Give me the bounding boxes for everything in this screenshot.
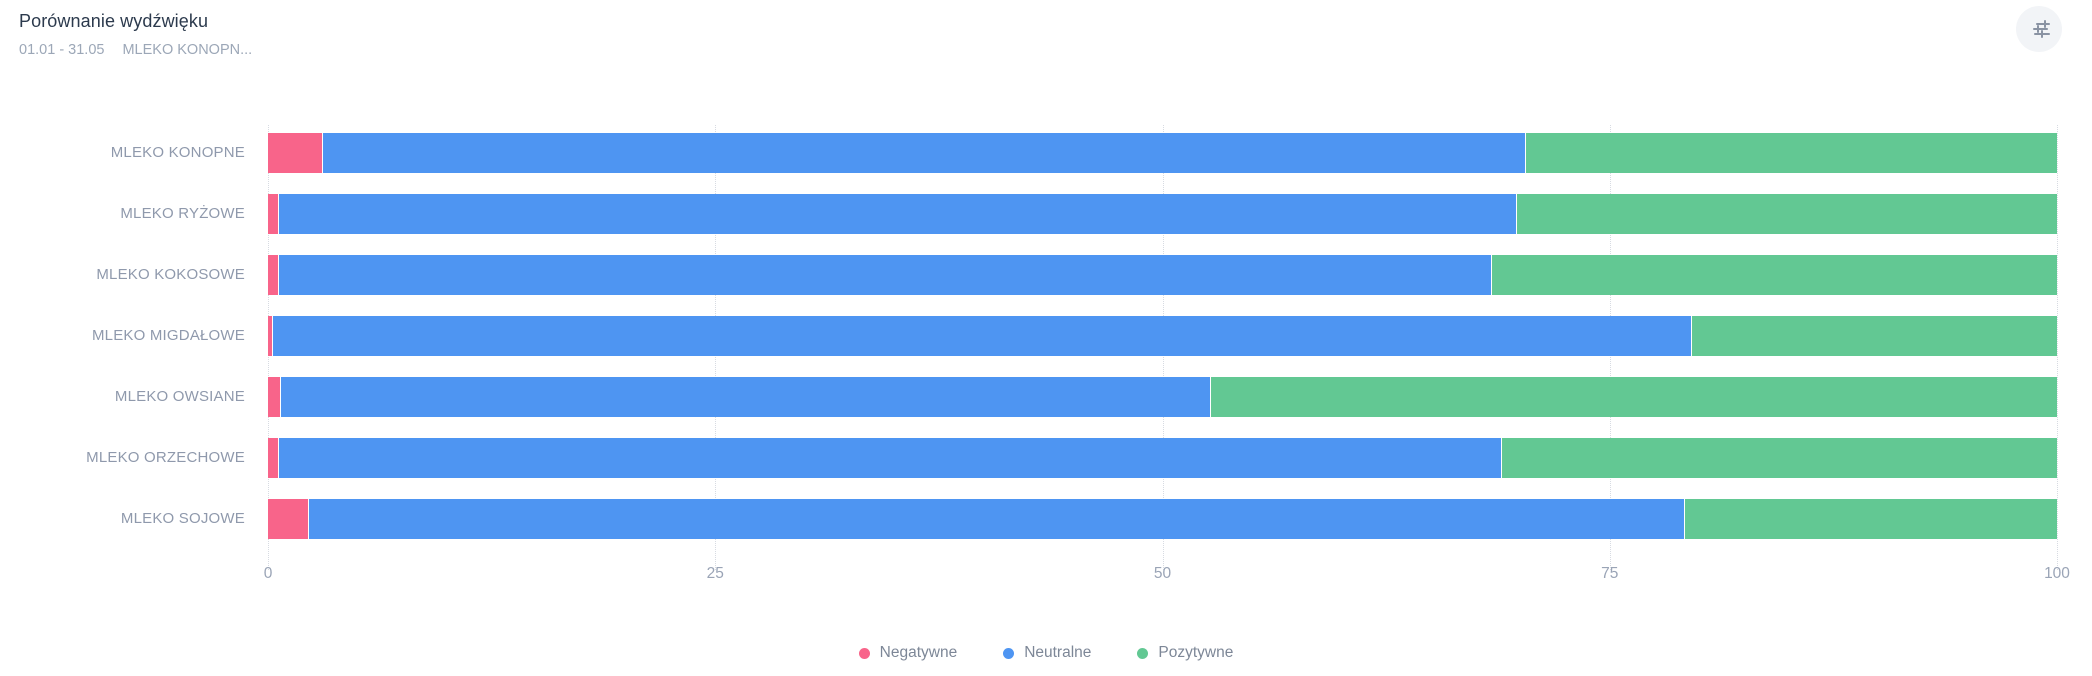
x-axis-tick-label: 100 (2044, 565, 2070, 582)
legend-label: Pozytywne (1158, 644, 1234, 661)
chart-settings-button[interactable] (2016, 6, 2062, 52)
bar-row: MLEKO KOKOSOWE (96, 255, 2057, 295)
bar-row: MLEKO RYŻOWE (120, 194, 2057, 234)
bar-row: MLEKO MIGDAŁOWE (92, 316, 2057, 356)
bar-row: MLEKO SOJOWE (121, 499, 2057, 539)
card-header: Porównanie wydźwięku 01.01 - 31.05 MLEKO… (19, 11, 252, 58)
bar-segment-neutralne[interactable] (273, 316, 1693, 356)
category-label: MLEKO KOKOSOWE (96, 266, 245, 283)
stacked-bar-chart: MLEKO KONOPNE MLEKO RYŻOWE MLEKO KOKOSOWE M… (86, 125, 2070, 603)
x-axis-tick-label: 0 (263, 565, 273, 582)
legend-label: Neutralne (1024, 644, 1092, 661)
bar-row: MLEKO ORZECHOWE (86, 438, 2057, 478)
legend-dot (858, 647, 870, 659)
bar-segment-pozytywne[interactable] (1502, 438, 2057, 478)
x-axis-tick-label: 25 (706, 565, 724, 582)
bar-segment-negatywne[interactable] (268, 316, 274, 356)
bar-segment-neutralne[interactable] (278, 194, 1517, 234)
legend-dot (1137, 647, 1149, 659)
chart-subtitle: 01.01 - 31.05 MLEKO KONOPN... (19, 42, 252, 58)
page-title: Porównanie wydźwięku (19, 11, 209, 31)
bar-segment-neutralne[interactable] (278, 255, 1492, 295)
category-label: MLEKO KONOPNE (110, 144, 245, 161)
bar-segment-negatywne[interactable] (268, 194, 279, 234)
gridline (2057, 125, 2058, 570)
bar-segment-negatywne[interactable] (268, 255, 279, 295)
legend-label: Negatywne (879, 644, 958, 661)
x-axis-tick-label: 50 (1153, 565, 1172, 582)
bar-segment-pozytywne[interactable] (1516, 194, 2057, 234)
chart-legend: Negatywne Neutralne Pozytywne (0, 644, 2092, 662)
category-label: MLEKO MIGDAŁOWE (91, 327, 245, 344)
bar-segment-neutralne[interactable] (323, 133, 1526, 173)
bar-segment-neutralne[interactable] (278, 438, 1503, 478)
bar-segment-pozytywne[interactable] (1692, 316, 2057, 356)
bar-segment-neutralne[interactable] (280, 377, 1211, 417)
category-label: MLEKO OWSIANE (114, 388, 245, 405)
legend-item-neutralne[interactable]: Neutralne (1003, 644, 1091, 662)
legend-dot (1003, 647, 1015, 659)
sliders-icon (2033, 20, 2050, 38)
bars-layer: MLEKO KONOPNE MLEKO RYŻOWE MLEKO KOKOSOWE M… (86, 133, 2057, 539)
bar-row: MLEKO OWSIANE (115, 377, 2057, 417)
bar-segment-negatywne[interactable] (268, 133, 324, 173)
bar-row: MLEKO KONOPNE (111, 133, 2057, 173)
category-label: MLEKO ORZECHOWE (86, 449, 245, 466)
category-label: MLEKO SOJOWE (120, 510, 245, 527)
legend-item-negatywne[interactable]: Negatywne (858, 644, 958, 662)
bar-segment-pozytywne[interactable] (1491, 255, 2057, 295)
bar-segment-negatywne[interactable] (268, 377, 281, 417)
bar-segment-neutralne[interactable] (309, 499, 1685, 539)
category-label: MLEKO RYŻOWE (120, 205, 245, 222)
bar-segment-negatywne[interactable] (268, 499, 310, 539)
filter-keyword-label: MLEKO KONOPN... (122, 42, 253, 58)
x-axis-tick-label: 75 (1601, 565, 1619, 582)
bar-segment-pozytywne[interactable] (1525, 133, 2057, 173)
date-range-label: 01.01 - 31.05 (19, 42, 105, 58)
bar-segment-negatywne[interactable] (268, 438, 279, 478)
bar-segment-pozytywne[interactable] (1210, 377, 2057, 417)
legend-item-pozytywne[interactable]: Pozytywne (1137, 644, 1233, 662)
bar-segment-pozytywne[interactable] (1684, 499, 2057, 539)
